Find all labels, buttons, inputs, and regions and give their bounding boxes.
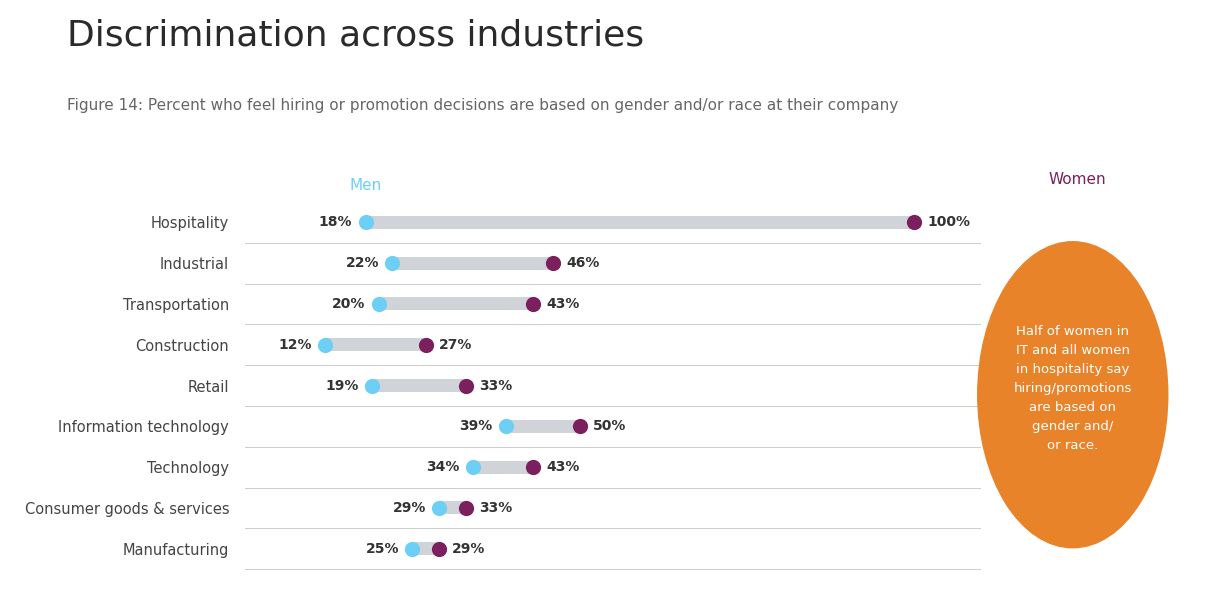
Text: 29%: 29% [452,542,485,556]
Point [363,381,383,390]
Bar [472,461,533,474]
Text: 33%: 33% [479,379,512,392]
Text: 46%: 46% [566,256,600,270]
Point [543,258,563,268]
Text: 12%: 12% [278,338,313,352]
Point [315,340,335,349]
Text: Discrimination across industries: Discrimination across industries [67,18,645,53]
Bar [379,297,533,310]
Text: Men: Men [349,178,381,193]
Text: 25%: 25% [365,542,400,556]
Text: 43%: 43% [546,460,580,474]
Point [369,299,389,309]
Point [456,381,476,390]
Text: 27%: 27% [439,338,472,352]
Point [904,217,923,227]
Bar [506,420,580,433]
Text: 100%: 100% [927,215,970,230]
Bar [412,542,439,555]
Point [524,299,543,309]
Text: Figure 14: Percent who feel hiring or promotion decisions are based on gender an: Figure 14: Percent who feel hiring or pr… [67,98,899,113]
Text: 19%: 19% [326,379,359,392]
Bar [325,338,425,351]
Text: 43%: 43% [546,297,580,311]
Point [462,462,482,472]
Point [402,544,422,554]
Text: 34%: 34% [425,460,460,474]
Point [416,340,435,349]
Point [497,422,516,431]
Text: 18%: 18% [319,215,352,230]
Text: 20%: 20% [332,297,365,311]
Text: Half of women in
IT and all women
in hospitality say
hiring/promotions
are based: Half of women in IT and all women in hos… [1014,325,1132,452]
Text: Women: Women [1048,171,1106,187]
Bar [373,379,466,392]
Text: 33%: 33% [479,501,512,515]
Point [356,217,375,227]
Bar [439,501,466,515]
Point [429,503,449,513]
Point [383,258,402,268]
Text: 29%: 29% [392,501,425,515]
Point [524,462,543,472]
Point [429,544,449,554]
Point [456,503,476,513]
Point [570,422,590,431]
Text: 50%: 50% [593,419,626,433]
Text: 22%: 22% [346,256,379,270]
Bar [365,216,913,229]
Text: 39%: 39% [460,419,493,433]
Bar [392,256,553,270]
